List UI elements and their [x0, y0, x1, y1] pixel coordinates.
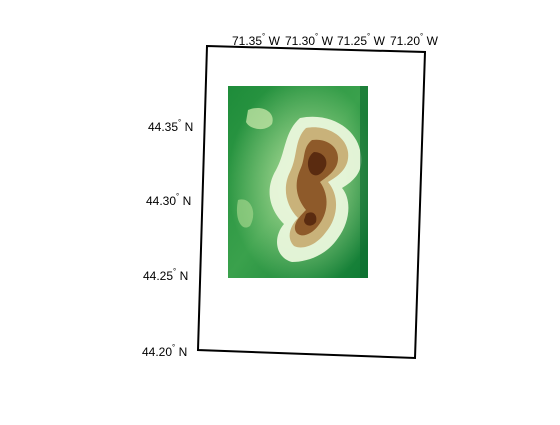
lat-label-4: 44.20° N — [142, 343, 187, 359]
lon-label-1: 71.35° W — [232, 32, 281, 48]
lat-label-3: 44.25° N — [143, 267, 188, 283]
elevation-raster — [228, 86, 368, 278]
lat-label-2: 44.30° N — [146, 192, 191, 208]
lat-label-1: 44.35° N — [148, 118, 193, 134]
lon-label-3: 71.25° W — [337, 32, 386, 48]
lon-label-4: 71.20° W — [390, 32, 439, 48]
lon-label-2: 71.30° W — [285, 32, 334, 48]
